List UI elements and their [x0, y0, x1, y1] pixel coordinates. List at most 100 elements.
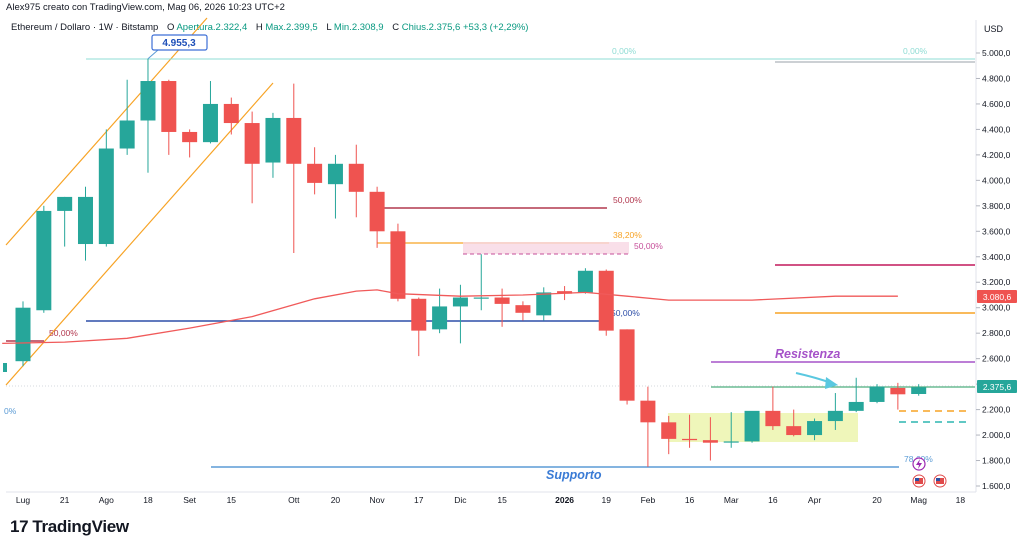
candle-body: [432, 306, 448, 330]
candle-body: [765, 410, 781, 427]
y-tick-label: 4.000,0: [982, 175, 1011, 185]
candle-body: [36, 210, 52, 311]
fib-50-upper-label: 50,00%: [613, 195, 642, 205]
candle-body: [827, 410, 843, 422]
fib-50-left-label: 50,00%: [49, 328, 78, 338]
last-price-tag: 2.375,6: [983, 382, 1012, 392]
x-tick-label: Lug: [16, 495, 30, 505]
x-tick-label: Dic: [454, 495, 467, 505]
symbol-legend: Ethereum / Dollaro · 1W · Bitstamp O Ape…: [11, 22, 528, 33]
ath-callout-box: [151, 34, 208, 51]
open-value: Apertura.2.322,4: [176, 22, 248, 33]
last-price-tag-box: [977, 380, 1017, 393]
arrow-head: [825, 377, 838, 389]
lightning-event-icon: [912, 457, 926, 471]
candle-body: [723, 441, 739, 443]
x-tick-label: 2026: [555, 495, 574, 505]
y-tick-label: 3.600,0: [982, 226, 1011, 236]
candle-body: [244, 123, 260, 164]
y-tick-label: 4.600,0: [982, 99, 1011, 109]
candle-body: [557, 291, 573, 294]
moving-average-line: [2, 289, 898, 345]
ath-callout-pointer: [147, 49, 159, 60]
us-flag-event-icon: [912, 474, 926, 488]
lightning-icon: [916, 459, 922, 469]
candle-body: [619, 329, 635, 401]
candle-body: [411, 298, 427, 331]
y-tick-label: 3.400,0: [982, 252, 1011, 262]
x-tick-label: Set: [183, 495, 196, 505]
x-tick-label: Apr: [808, 495, 821, 505]
high-value: Max.2.399,5: [265, 22, 318, 33]
y-tick-label: 2.800,0: [982, 328, 1011, 338]
candles-group: [15, 58, 927, 467]
candle-body: [140, 81, 156, 121]
tradingview-mark-icon: 17: [10, 517, 29, 536]
candle-body: [661, 422, 677, 439]
y-tick-label: 1.800,0: [982, 456, 1011, 466]
partial-candle-left: [3, 363, 7, 372]
consolidation-box: [668, 413, 858, 442]
candle-body: [515, 305, 531, 313]
candle-body: [286, 117, 302, 164]
candle-body: [223, 103, 239, 124]
x-tick-label: Feb: [641, 495, 656, 505]
change-value: +53,3 (+2,29%): [462, 22, 529, 33]
candle-body: [202, 103, 218, 143]
support-label: Supporto: [546, 468, 602, 482]
fib-zero-label-right: 0,00%: [903, 46, 928, 56]
close-value: Chius.2.375,6: [401, 22, 461, 33]
y-tick-label: 4.800,0: [982, 73, 1011, 83]
x-tick-label: 15: [227, 495, 237, 505]
x-tick-label: 16: [768, 495, 778, 505]
flag-canton: [915, 478, 919, 481]
candle-body: [786, 426, 802, 436]
x-tick-label: 18: [956, 495, 966, 505]
candle-body: [452, 297, 468, 307]
y-tick-label: 2.600,0: [982, 354, 1011, 364]
candle-body: [15, 307, 31, 362]
candle-body: [744, 410, 760, 442]
candle-body: [911, 387, 927, 395]
candle-body: [119, 120, 135, 149]
candle-body: [890, 387, 906, 395]
high-label: H: [255, 22, 263, 33]
logo-text: TradingView: [32, 517, 129, 536]
candle-body: [327, 163, 343, 185]
y-tick-label: 3.800,0: [982, 201, 1011, 211]
fib-50-blue-label: 50,00%: [611, 308, 640, 318]
candle-body: [807, 421, 823, 436]
y-tick-label: 2.200,0: [982, 405, 1011, 415]
x-tick-label: 21: [60, 495, 70, 505]
us-flag-event-icon: [933, 474, 947, 488]
y-tick-label: 5.000,0: [982, 48, 1011, 58]
x-tick-label: 18: [143, 495, 153, 505]
fib-38-label: 38,20%: [613, 230, 642, 240]
fib-zone-band: [463, 242, 629, 254]
y-tick-label: 3.000,0: [982, 303, 1011, 313]
x-tick-label: 19: [602, 495, 612, 505]
candle-body: [161, 81, 177, 132]
candle-body: [307, 163, 323, 183]
open-label: O: [166, 22, 175, 33]
candle-body: [869, 386, 885, 402]
x-tick-label: 20: [331, 495, 341, 505]
currency-label: USD: [984, 24, 1004, 34]
x-tick-label: Ott: [288, 495, 300, 505]
ma-price-tag-box: [977, 290, 1017, 303]
low-value: Min.2.308,9: [333, 22, 384, 33]
candle-body: [348, 163, 364, 192]
y-tick-label: 4.400,0: [982, 124, 1011, 134]
ath-callout-label: 4.955,3: [162, 38, 196, 49]
candle-body: [473, 297, 489, 299]
y-tick-label: 2.000,0: [982, 430, 1011, 440]
y-tick-label: 3.200,0: [982, 277, 1011, 287]
candle-body: [265, 117, 281, 163]
candle-body: [682, 438, 698, 441]
candle-body: [640, 400, 656, 423]
x-tick-label: Ago: [99, 495, 114, 505]
candle-body: [182, 131, 198, 143]
candle-body: [77, 196, 93, 245]
candle-body: [98, 148, 114, 245]
